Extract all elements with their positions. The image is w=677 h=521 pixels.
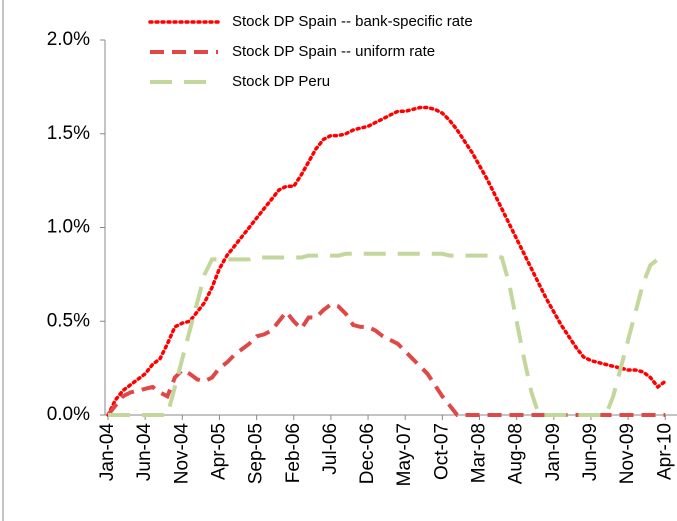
x-tick-label: Feb-06 — [283, 423, 304, 483]
x-tick-label: Jun-09 — [580, 423, 601, 481]
x-tick-label: Jan-09 — [543, 423, 564, 481]
x-tick-label: Mar-08 — [469, 423, 490, 483]
x-tick-label: Jul-06 — [320, 423, 341, 475]
x-tick-label: Apr-05 — [208, 423, 229, 480]
x-tick-label: Jun-04 — [134, 423, 155, 482]
x-tick-label: Apr-10 — [654, 423, 675, 480]
x-tick-label: Nov-04 — [171, 423, 192, 485]
x-tick-label: Nov-09 — [617, 423, 638, 484]
legend-label: Stock DP Peru — [232, 73, 330, 90]
y-tick-label: 2.0% — [47, 29, 90, 50]
y-tick-label: 0.5% — [47, 310, 90, 331]
y-tick-label: 0.0% — [47, 404, 90, 425]
x-tick-label: Dec-06 — [357, 423, 378, 484]
legend-label: Stock DP Spain -- bank-specific rate — [232, 13, 473, 30]
x-tick-label: May-07 — [394, 423, 415, 486]
y-tick-label: 1.0% — [47, 217, 90, 238]
y-tick-label: 1.5% — [47, 123, 90, 144]
series-line — [108, 251, 666, 417]
series-line — [106, 105, 668, 417]
x-tick-label: Sep-05 — [246, 423, 267, 484]
x-tick-label: Aug-08 — [506, 423, 527, 484]
x-tick-label: Oct-07 — [431, 423, 452, 480]
legend-label: Stock DP Spain -- uniform rate — [232, 43, 435, 60]
x-tick-label: Jan-04 — [97, 423, 118, 482]
